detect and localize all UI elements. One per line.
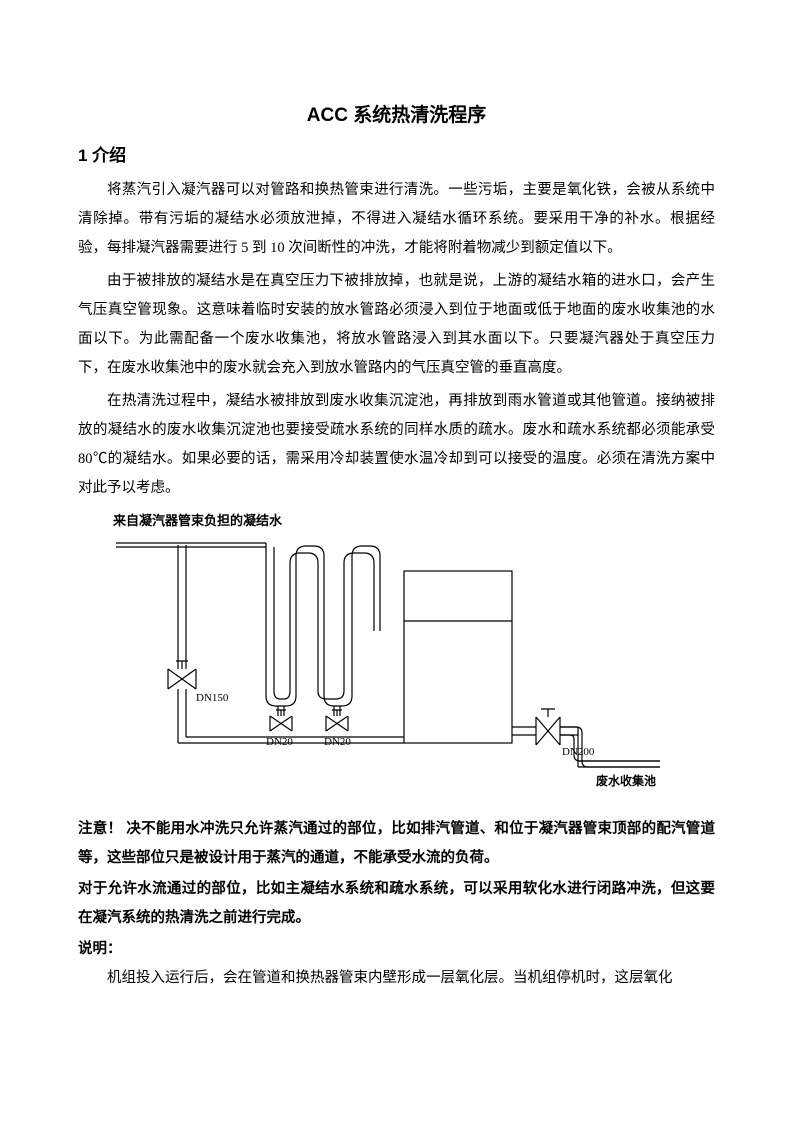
- page-title: ACC 系统热清洗程序: [78, 100, 715, 127]
- paragraph-1: 将蒸汽引入凝汽器可以对管路和换热管束进行清洗。一些污垢，主要是氧化铁，会被从系统…: [78, 176, 715, 263]
- valve-dn200-icon: [536, 709, 560, 745]
- piping-diagram: 来自凝汽器管束负担的凝结水: [108, 511, 715, 801]
- explain-label: 说明：: [78, 935, 715, 964]
- label-dn20-1: DN20: [266, 736, 293, 748]
- paragraph-2: 由于被排放的凝结水是在真空压力下被排放掉，也就是说，上游的凝结水箱的进水口，会产…: [78, 267, 715, 383]
- label-pool: 废水收集池: [596, 773, 656, 788]
- label-dn150: DN150: [196, 692, 229, 704]
- paragraph-4: 机组投入运行后，会在管道和换热器管束内壁形成一层氧化层。当机组停机时，这层氧化: [78, 964, 715, 993]
- diagram-top-label: 来自凝汽器管束负担的凝结水: [112, 513, 283, 528]
- warning-2: 对于允许水流通过的部位，比如主凝结水系统和疏水系统，可以采用软化水进行闭路冲洗，…: [78, 875, 715, 933]
- label-dn200: DN200: [562, 746, 595, 758]
- warning-1: 注意！ 决不能用水冲洗只允许蒸汽通过的部位，比如排汽管道、和位于凝汽器管束顶部的…: [78, 815, 715, 873]
- paragraph-3: 在热清洗过程中，凝结水被排放到废水收集沉淀池，再排放到雨水管道或其他管道。接纳被…: [78, 387, 715, 503]
- section-1-heading: 1 介绍: [78, 141, 715, 166]
- valve-dn20-2-icon: [326, 710, 348, 731]
- valve-dn20-1-icon: [270, 710, 292, 731]
- label-dn20-2: DN20: [324, 736, 351, 748]
- valve-dn150-icon: [168, 661, 196, 689]
